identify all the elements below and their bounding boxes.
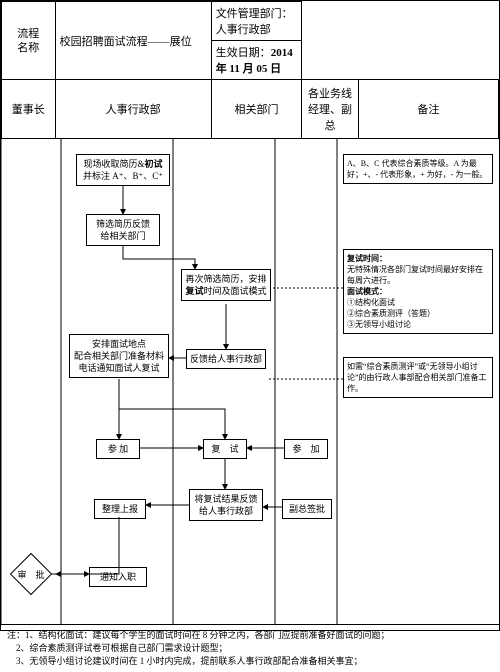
node-compile: 整理上报 bbox=[94, 499, 146, 519]
node-notify: 通知入职 bbox=[89, 567, 147, 587]
col-chairman: 董事长 bbox=[2, 80, 56, 139]
node-attend2: 参 加 bbox=[284, 439, 328, 459]
node-approve: 审 批 bbox=[16, 559, 46, 589]
flowchart-canvas: 现场收取简历&初试 并标注 A⁺、B⁺、C⁺ 筛选简历反馈给相关部门 再次筛选简… bbox=[1, 139, 499, 624]
dept-cell: 文件管理部门：人事行政部 bbox=[211, 2, 302, 41]
node-collect-resume: 现场收取简历&初试 并标注 A⁺、B⁺、C⁺ bbox=[76, 154, 170, 186]
note-assist: 如需“综合素质测评”或“无领导小组讨论”的由行政人事部配合相关部门准备工作。 bbox=[343, 357, 493, 398]
col-managers: 各业务线经理、副总 bbox=[302, 80, 358, 139]
footer-notes: 注：1、结构化面试：建议每个学生的面试时间在 8 分钟之内，各部门应提前准备好面… bbox=[1, 624, 499, 672]
node-arrange: 安排面试地点配合相关部门准备材料电话通知面试人复试 bbox=[69, 334, 169, 378]
process-name-label: 流程名称 bbox=[2, 2, 56, 80]
node-result-feedback: 将复试结果反馈给人事行政部 bbox=[189, 489, 263, 521]
node-filter-feedback: 筛选简历反馈给相关部门 bbox=[86, 214, 160, 246]
process-title: 校园招聘面试流程——展位 bbox=[55, 2, 211, 80]
header-table: 流程名称 校园招聘面试流程——展位 文件管理部门：人事行政部 生效日期：2014… bbox=[1, 1, 499, 139]
swimlane-headers: 董事长 人事行政部 相关部门 各业务线经理、副总 备注 bbox=[2, 80, 499, 139]
node-attend1: 参 加 bbox=[96, 439, 140, 459]
node-feedback-hr: 反馈给人事行政部 bbox=[186, 349, 266, 369]
col-hr: 人事行政部 bbox=[55, 80, 211, 139]
note-interview-mode: 复试时间： 无特殊情况各部门复试时间最好安排在每周六进行。 面试模式： ①结构化… bbox=[343, 249, 493, 334]
note-grade: A、B、C 代表综合素质等级。A 为最好；+、- 代表形象，+ 为好，- 为一般… bbox=[343, 154, 493, 184]
node-vp-sign: 副总签批 bbox=[282, 499, 332, 519]
col-related: 相关部门 bbox=[211, 80, 302, 139]
node-second-filter: 再次筛选简历，安排 复试时间及面试模式 bbox=[181, 269, 271, 301]
node-reinterview: 复 试 bbox=[203, 439, 247, 459]
date-cell: 生效日期：2014 年 11 月 05 日 bbox=[211, 41, 302, 80]
col-notes: 备注 bbox=[358, 80, 498, 139]
